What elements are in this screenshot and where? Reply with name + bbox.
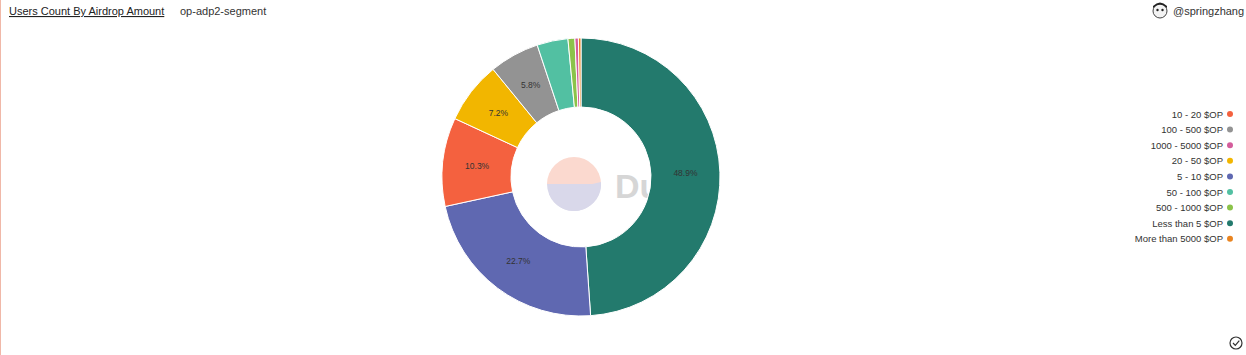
- legend-swatch: [1227, 236, 1233, 242]
- data-label: 7.2%: [489, 108, 509, 118]
- data-label: 48.9%: [673, 168, 698, 178]
- legend-label: Less than 5 $OP: [1152, 218, 1223, 229]
- data-label: 10.3%: [465, 161, 490, 171]
- legend-swatch: [1227, 142, 1233, 148]
- title: Users Count By Airdrop Amount: [9, 5, 164, 17]
- legend-swatch: [1227, 158, 1233, 164]
- slice[interactable]: [445, 192, 590, 316]
- watermark: [547, 157, 601, 211]
- legend-swatch: [1227, 189, 1233, 195]
- legend-swatch: [1227, 111, 1233, 117]
- legend: 10 - 20 $OP 100 - 500 $OP 1000 - 5000 $OP 2…: [1135, 109, 1233, 245]
- slice-labels: 48.9% 22.7% 10.3% 7.2% 5.8%: [465, 80, 698, 265]
- legend-label: 10 - 20 $OP: [1172, 109, 1223, 120]
- author: @springzhang: [1173, 5, 1244, 17]
- chart-svg: Users Count By Airdrop Amount op-adp2-seg…: [1, 0, 1246, 355]
- legend-label: 500 - 1000 $OP: [1156, 202, 1223, 213]
- legend-swatch: [1227, 220, 1233, 226]
- data-label: 22.7%: [506, 256, 531, 266]
- legend-swatch: [1227, 205, 1233, 211]
- legend-swatch: [1227, 173, 1233, 179]
- legend-label: More than 5000 $OP: [1135, 233, 1223, 244]
- slice[interactable]: [578, 38, 581, 107]
- avatar: [1153, 3, 1167, 19]
- legend-label: 1000 - 5000 $OP: [1151, 140, 1223, 151]
- legend-swatch: [1227, 127, 1233, 133]
- legend-label: 5 - 10 $OP: [1177, 171, 1223, 182]
- status-icon: [1230, 337, 1242, 349]
- data-label: 5.8%: [521, 80, 541, 90]
- legend-label: 100 - 500 $OP: [1161, 124, 1223, 135]
- slice[interactable]: [581, 38, 720, 316]
- subtitle: op-adp2-segment: [180, 5, 266, 17]
- legend-label: 50 - 100 $OP: [1166, 187, 1223, 198]
- legend-label: 20 - 50 $OP: [1172, 155, 1223, 166]
- chart-card: Users Count By Airdrop Amount op-adp2-seg…: [0, 0, 1246, 355]
- slices: [442, 38, 720, 316]
